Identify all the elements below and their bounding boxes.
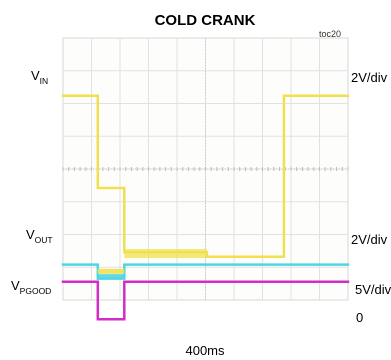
vin-ripple-band	[124, 249, 207, 259]
figure-id-label: toc20	[319, 29, 341, 39]
vpgood-label-subscript: PGOOD	[20, 286, 52, 296]
vout-label: VOUT	[26, 227, 53, 245]
vpgood-label: VPGOOD	[11, 278, 51, 296]
vout-label-main: V	[26, 227, 35, 242]
trace-out	[61, 263, 350, 280]
chart-title: COLD CRANK	[155, 12, 256, 29]
vout-scale-label: 2V/div	[351, 232, 388, 247]
vout-label-subscript: OUT	[35, 235, 53, 245]
traces	[61, 94, 350, 321]
vpgood-label-main: V	[11, 278, 20, 293]
vin-label-main: V	[31, 68, 40, 83]
trace-pgood	[61, 280, 350, 321]
vout-dip-band	[97, 274, 125, 279]
x-axis-label: 400ms	[185, 343, 225, 358]
vpgood-scale-label: 5V/div	[355, 282, 391, 297]
zero-level-label: 0	[356, 310, 363, 325]
vin-dip-band	[97, 268, 125, 274]
vin-label-subscript: IN	[40, 76, 49, 86]
vin-scale-label: 2V/div	[351, 70, 388, 85]
vin-label: VIN	[31, 68, 48, 86]
